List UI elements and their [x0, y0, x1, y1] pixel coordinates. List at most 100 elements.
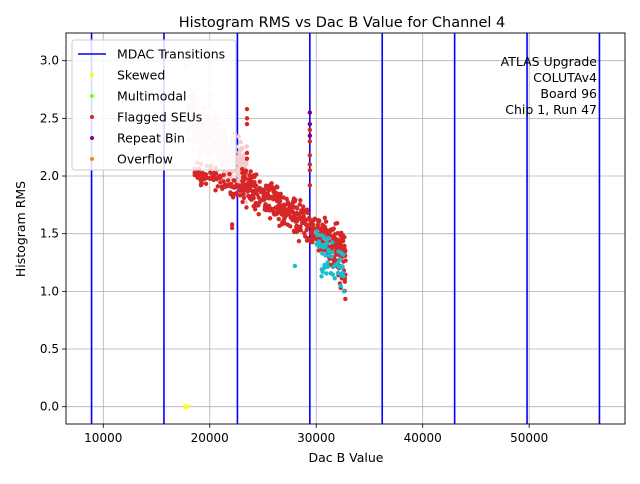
y-tick-label: 0.0	[40, 400, 59, 414]
data-point	[245, 189, 250, 194]
annotation-line-3: Board 96	[540, 86, 597, 101]
chart-title: Histogram RMS vs Dac B Value for Channel…	[179, 15, 506, 31]
data-point	[307, 121, 313, 127]
data-point	[305, 210, 310, 216]
data-point	[307, 162, 313, 167]
data-point	[323, 219, 329, 224]
x-tick-label: 10000	[84, 431, 122, 445]
data-point	[294, 223, 299, 229]
data-point	[343, 296, 348, 302]
data-point	[256, 212, 261, 217]
ticks-layer: 10000 20000 30000 40000 50000 0.0 0.5 1.0 1.5 2.0…	[40, 54, 548, 445]
data-point	[330, 249, 335, 255]
data-point	[304, 227, 309, 233]
data-point	[219, 184, 225, 189]
data-point	[321, 266, 326, 271]
data-point	[244, 205, 249, 210]
data-point	[293, 205, 299, 210]
data-point	[297, 202, 302, 207]
data-point	[316, 217, 321, 223]
data-point	[340, 233, 345, 238]
legend-label-seu: Flagged SEUs	[117, 110, 202, 125]
data-point	[247, 185, 253, 191]
data-point	[327, 227, 333, 233]
data-point	[332, 276, 337, 281]
legend-skewed-marker	[90, 73, 94, 77]
data-point	[230, 195, 236, 200]
y-tick-label: 2.0	[40, 169, 59, 183]
data-point	[240, 199, 245, 205]
data-point	[292, 229, 297, 235]
data-point	[340, 264, 345, 269]
data-point	[307, 127, 313, 133]
plot-frame	[65, 32, 626, 425]
annotation-line-4: Chip 1, Run 47	[505, 102, 597, 117]
data-point	[278, 191, 283, 197]
data-point	[241, 195, 247, 200]
data-point	[310, 239, 315, 245]
data-point	[341, 289, 347, 294]
data-point	[263, 194, 268, 200]
y-axis-label: Histogram RMS	[13, 181, 28, 277]
legend-label-mdac: MDAC Transitions	[117, 47, 225, 62]
y-tick-label: 1.0	[40, 284, 59, 298]
data-point	[288, 224, 293, 229]
y-tick-label: 0.5	[40, 342, 59, 356]
annotation-line-1: ATLAS Upgrade	[501, 54, 598, 69]
data-point	[307, 183, 313, 188]
data-point	[215, 184, 221, 189]
legend-label-repeat: Repeat Bin	[117, 131, 185, 146]
data-point	[316, 232, 321, 238]
x-tick-label: 20000	[191, 431, 229, 445]
data-point	[324, 240, 330, 246]
data-point	[336, 249, 341, 254]
data-point	[293, 215, 298, 221]
data-point	[274, 184, 279, 189]
data-point	[292, 199, 298, 204]
data-point	[236, 157, 241, 163]
data-point	[213, 188, 218, 193]
data-point	[257, 179, 262, 184]
data-point	[255, 192, 260, 197]
data-point	[334, 221, 340, 226]
data-point	[332, 232, 337, 237]
data-point	[268, 183, 274, 188]
data-point	[218, 180, 223, 185]
data-point	[310, 223, 316, 228]
data-point	[305, 236, 311, 241]
data-point	[249, 182, 254, 187]
data-point	[243, 199, 249, 205]
data-point	[338, 240, 343, 246]
data-point	[314, 229, 319, 234]
series-repeat-bin	[307, 110, 313, 138]
data-point	[280, 219, 285, 225]
data-point	[336, 264, 342, 270]
data-point	[240, 178, 245, 184]
data-point	[324, 271, 329, 276]
data-point	[218, 175, 223, 181]
legend-label-multimodal: Multimodal	[117, 89, 186, 104]
data-point	[299, 220, 305, 225]
data-point	[263, 208, 269, 213]
data-point	[236, 134, 241, 139]
x-tick-label: 30000	[297, 431, 335, 445]
data-point	[247, 193, 252, 199]
data-point	[237, 174, 242, 179]
data-point	[320, 269, 325, 274]
data-point	[195, 175, 200, 180]
data-point	[342, 243, 347, 249]
data-point	[307, 110, 313, 115]
legend-label-skewed: Skewed	[117, 68, 165, 83]
data-point	[244, 121, 250, 127]
data-point	[336, 260, 341, 265]
data-point	[316, 248, 322, 253]
data-point	[229, 225, 235, 231]
data-point	[285, 200, 291, 205]
data-point	[310, 233, 316, 238]
data-point	[277, 199, 283, 204]
data-point	[211, 171, 216, 177]
data-point	[341, 259, 346, 264]
data-point	[253, 183, 259, 188]
legend-repeat-marker	[90, 136, 94, 140]
data-point	[315, 222, 321, 228]
